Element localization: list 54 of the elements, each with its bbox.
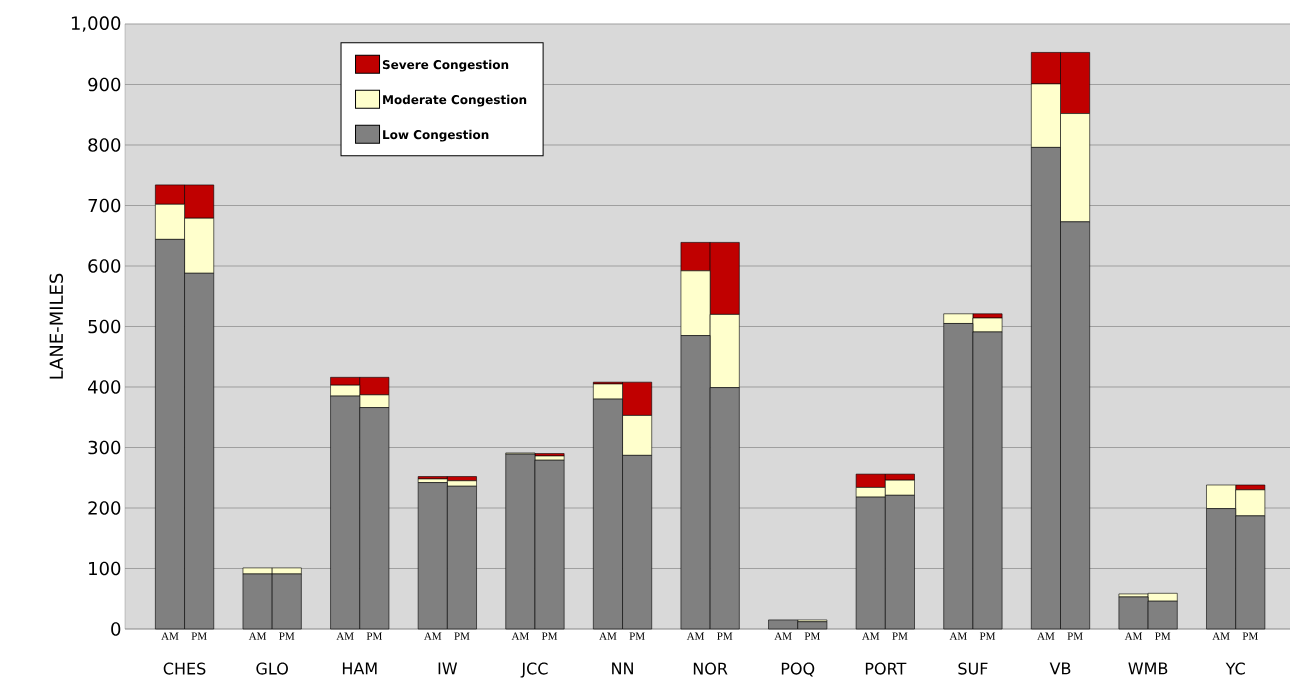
y-tick-label: 700 (88, 198, 121, 213)
x-tick-label: AM (774, 632, 792, 640)
x-tick-label: AM (511, 632, 529, 640)
y-tick-label: 200 (88, 501, 121, 515)
x-tick-label: PM (191, 632, 207, 640)
x-tick-label: AM (1212, 632, 1230, 640)
x-tick-label: PM (541, 632, 558, 640)
x-tick-label: PM (629, 632, 645, 640)
x-tick-label: AM (686, 632, 705, 640)
x-tick-label: AM (248, 632, 267, 640)
text: CHES (163, 662, 206, 675)
text: WMB (1128, 662, 1168, 675)
x-tick-label: PM (366, 632, 382, 640)
legend-label: Severe Congestion (382, 59, 509, 72)
x-tick-label: PM (804, 632, 820, 640)
x-tick-label: PM (717, 632, 733, 640)
y-tick-label: 100 (89, 561, 121, 576)
text: GLO (256, 662, 288, 675)
y-tick-label: 0 (111, 622, 121, 636)
text: JCC (520, 662, 548, 678)
x-tick-label: PM (1155, 632, 1171, 640)
x-tick-label: PM (1067, 632, 1083, 640)
x-tick-label: AM (336, 632, 354, 640)
x-tick-label: AM (599, 632, 617, 640)
y-axis-title: LANE-MILES (49, 273, 64, 379)
x-tick-label: AM (1124, 632, 1143, 640)
y-tick-label: 400 (87, 380, 121, 394)
y-tick-label: 600 (88, 259, 121, 273)
x-tick-label: AM (949, 632, 967, 640)
y-tick-label: 500 (88, 319, 121, 334)
x-tick-label: AM (424, 632, 442, 640)
x-tick-label: PM (279, 632, 295, 640)
y-tick-label: 1,000 (71, 16, 121, 32)
x-tick-label: PM (454, 632, 470, 640)
legend-label: Moderate Congestion (383, 94, 527, 107)
text: YC (1225, 662, 1245, 675)
x-tick-label: PM (979, 632, 996, 640)
x-tick-label: AM (161, 632, 179, 640)
y-tick-label: 800 (88, 138, 121, 152)
x-tick-label: PM (892, 632, 908, 640)
text: VB (1049, 662, 1071, 675)
text: POQ (781, 662, 815, 677)
text: PORT (865, 662, 907, 675)
x-tick-label: AM (861, 632, 880, 640)
x-tick-label: AM (1037, 632, 1055, 640)
y-tick-label: 900 (88, 77, 121, 92)
legend-label: Low Congestion (383, 129, 489, 142)
text: HAM (342, 662, 377, 675)
text: IW (438, 662, 458, 675)
x-tick-label: PM (1242, 632, 1258, 640)
text: NN (612, 662, 633, 675)
y-tick-label: 300 (88, 440, 121, 455)
text: SUF (958, 662, 988, 675)
text: NOR (693, 662, 728, 675)
